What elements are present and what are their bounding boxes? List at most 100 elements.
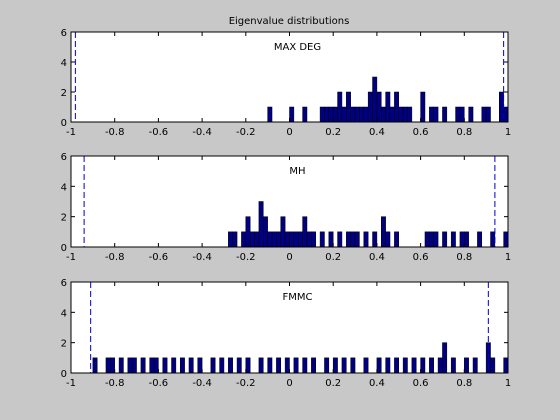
histogram-bar [140,357,146,374]
histogram-bar [420,91,426,123]
histogram-bar [359,106,365,123]
histogram-bar [490,357,496,374]
histogram-bar [311,357,316,374]
y-tick-label: 6 [61,28,67,39]
x-tick-label: 0.2 [325,252,341,263]
histogram-bar [437,357,443,374]
histogram-bar [284,357,290,374]
histogram-bar [341,106,347,123]
histogram-bar [459,106,465,123]
histogram-bar [276,231,282,248]
x-tick-label: 0 [286,378,292,389]
histogram-bar [127,357,133,374]
histogram-bar [354,106,360,123]
histogram-bar [153,357,159,374]
histogram-bar [481,106,487,123]
histogram-bar [289,231,295,248]
y-tick-label: 2 [61,88,67,99]
x-tick-label: 0.2 [325,127,341,138]
x-tick-label: 1 [505,378,511,389]
histogram-bar [267,106,273,123]
x-tick-label: 0 [286,252,292,263]
histogram-bar [180,357,185,374]
histogram-bar [354,231,360,248]
histogram-bar [455,106,461,123]
histogram-bar [381,216,386,248]
histogram-bar [280,216,286,248]
histogram-bar [450,231,456,248]
y-tick-label: 4 [61,58,67,69]
histogram-bar [267,231,273,248]
x-tick-label: 0.6 [413,252,429,263]
histogram-bar [490,231,496,248]
histogram-bar [472,357,478,374]
histogram-bar [302,357,308,374]
histogram-bar [249,231,255,248]
histogram-bar [228,231,233,248]
histogram-bar [271,231,277,248]
histogram-bar [503,231,509,248]
histogram-bar [162,357,168,374]
y-tick-label: 0 [61,118,67,129]
histogram-bar [263,216,268,248]
x-tick-label: 1 [505,127,511,138]
x-tick-label: 0.4 [369,378,385,389]
y-tick-label: 2 [61,213,67,224]
histogram-bar [197,357,203,374]
y-tick-label: 0 [61,369,67,380]
histogram-bar [337,91,343,123]
histogram-bar [385,231,391,248]
histogram-bar [319,231,325,248]
histogram-bar [407,106,413,123]
histogram-bar [433,106,439,123]
histogram-bar [411,357,417,374]
histogram-bar [118,357,124,374]
histogram-bar [420,357,426,374]
histogram-bar [149,357,155,374]
histogram-bar [485,106,491,123]
x-tick-label: -1 [66,252,76,263]
histogram-bar [429,231,434,248]
histogram-bar [372,231,378,248]
subplot-3: -1 -0.8 -0.6 -0.4 -0.2 0 0.2 0.4 0.6 0.8 1 0 2 4 6 FMMC [61,278,512,389]
histogram-bar [258,357,264,374]
y-tick-label: 0 [61,243,67,254]
histogram-bar [429,357,434,374]
histogram-bar [228,357,233,374]
histogram-bar [328,231,334,248]
histogram-bar [394,357,400,374]
histogram-bar [394,91,400,123]
x-tick-label: 0 [286,127,292,138]
x-tick-label: -0.8 [105,252,125,263]
figure-title: Eigenvalue distributions [229,16,350,27]
histogram-bar [477,231,483,248]
y-tick-label: 6 [61,278,67,289]
histogram-bar [236,357,242,374]
y-tick-label: 6 [61,152,67,163]
histogram-bar [394,231,400,248]
histogram-bar [450,357,456,374]
histogram-bar [385,357,391,374]
x-tick-label: -0.6 [149,378,169,389]
histogram-bar [464,357,469,374]
histogram-bar [324,106,330,123]
histogram-bar [503,106,509,123]
histogram-bar [245,357,251,374]
histogram-bar [376,357,382,374]
histogram-bar [346,91,351,123]
histogram-bar [332,106,338,123]
histogram-bar [284,231,290,248]
histogram-bar [324,357,330,374]
histogram-bar [245,216,251,248]
x-tick-label: 0.8 [456,127,472,138]
histogram-bar [346,231,351,248]
histogram-bar [210,357,216,374]
histogram-bar [328,106,334,123]
x-tick-label: 0.2 [325,378,341,389]
histogram-bar [424,231,430,248]
subplot-2: -1 -0.8 -0.6 -0.4 -0.2 0 0.2 0.4 0.6 0.8 1 0 2 4 6 MH [61,152,512,263]
panel-label: MH [289,166,305,177]
x-tick-label: 0.4 [369,252,385,263]
histogram-bar [188,357,194,374]
histogram-bar [385,91,391,123]
